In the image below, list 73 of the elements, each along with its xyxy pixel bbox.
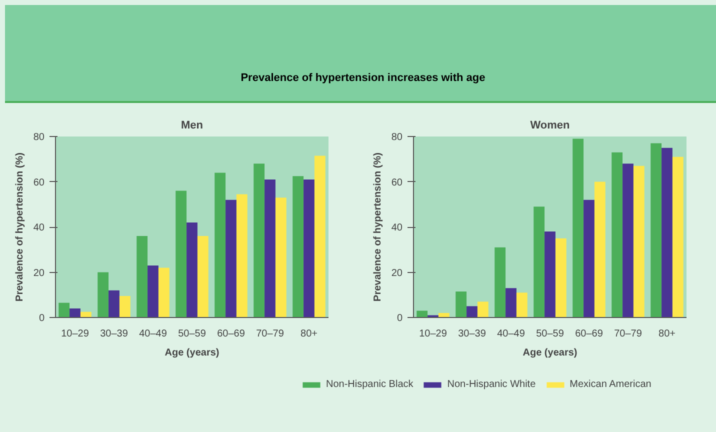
bar — [633, 166, 644, 318]
y-tick-label: 20 — [391, 268, 403, 279]
bar — [584, 200, 594, 318]
bar — [98, 272, 109, 318]
x-tick-label: 80+ — [658, 328, 676, 340]
x-axis-title: Age (years) — [164, 348, 220, 358]
bar — [70, 308, 80, 318]
bar — [275, 198, 286, 318]
x-tick-label: 40–49 — [497, 328, 526, 340]
bar — [197, 236, 208, 318]
bar — [494, 247, 506, 318]
y-tick-label: 40 — [33, 222, 45, 234]
legend-label: Non-Hispanic Black — [326, 379, 414, 390]
bar — [119, 296, 130, 318]
bar — [136, 236, 148, 318]
bar — [544, 232, 556, 318]
bar — [594, 182, 606, 318]
bar — [672, 156, 684, 318]
bar — [314, 156, 326, 318]
bar — [148, 265, 158, 318]
x-tick-label: 60–69 — [575, 328, 604, 340]
y-tick-label: 60 — [391, 177, 403, 188]
bar — [516, 292, 528, 318]
bar — [254, 164, 265, 318]
bar — [622, 164, 634, 318]
bar — [506, 288, 516, 318]
bar — [662, 148, 672, 318]
bar — [466, 306, 478, 318]
text: Prevalence of hypertension increases with age — [240, 71, 486, 86]
y-tick-label: 80 — [391, 132, 403, 143]
bar — [176, 190, 187, 318]
bar — [572, 138, 584, 318]
chart-title: Men — [181, 120, 204, 132]
y-tick-label: 0 — [396, 313, 403, 324]
bar — [236, 194, 248, 318]
x-tick-label: 50–59 — [178, 328, 206, 340]
bar — [58, 302, 70, 318]
x-tick-label: 30–39 — [458, 328, 486, 340]
x-tick-label: 10–29 — [419, 328, 448, 340]
bar — [612, 152, 623, 318]
bar — [534, 206, 545, 318]
bar — [214, 172, 226, 318]
y-axis-title: Prevalence of hypertension (%) — [14, 152, 26, 302]
x-tick-label: 80+ — [300, 328, 318, 340]
y-tick-label: 40 — [391, 222, 403, 234]
y-tick-label: 20 — [33, 268, 45, 279]
bar — [416, 310, 428, 318]
x-tick-label: 50–59 — [536, 328, 564, 340]
x-tick-label: 70–79 — [256, 328, 284, 340]
bar — [304, 179, 314, 318]
x-tick-label: 30–39 — [100, 328, 128, 340]
bar — [456, 291, 467, 318]
x-axis-title: Age (years) — [522, 348, 578, 358]
bar — [108, 290, 120, 318]
bar — [555, 238, 566, 318]
chart-title: Women — [530, 120, 570, 132]
bar — [477, 302, 488, 318]
bar — [226, 200, 236, 318]
y-tick-label: 0 — [38, 313, 45, 324]
legend-label: Non-Hispanic White — [447, 379, 536, 390]
bar — [186, 222, 198, 318]
legend-label: Mexican American — [570, 379, 652, 390]
x-tick-label: 10–29 — [61, 328, 90, 340]
y-tick-label: 80 — [33, 132, 45, 143]
y-tick-label: 60 — [33, 177, 45, 188]
x-tick-label: 40–49 — [139, 328, 168, 340]
x-tick-label: 60–69 — [217, 328, 246, 340]
x-tick-label: 70–79 — [614, 328, 642, 340]
y-axis-title: Prevalence of hypertension (%) — [372, 152, 384, 302]
bar — [158, 268, 170, 318]
bar — [264, 179, 276, 318]
bar — [292, 176, 304, 318]
bar — [650, 143, 662, 318]
